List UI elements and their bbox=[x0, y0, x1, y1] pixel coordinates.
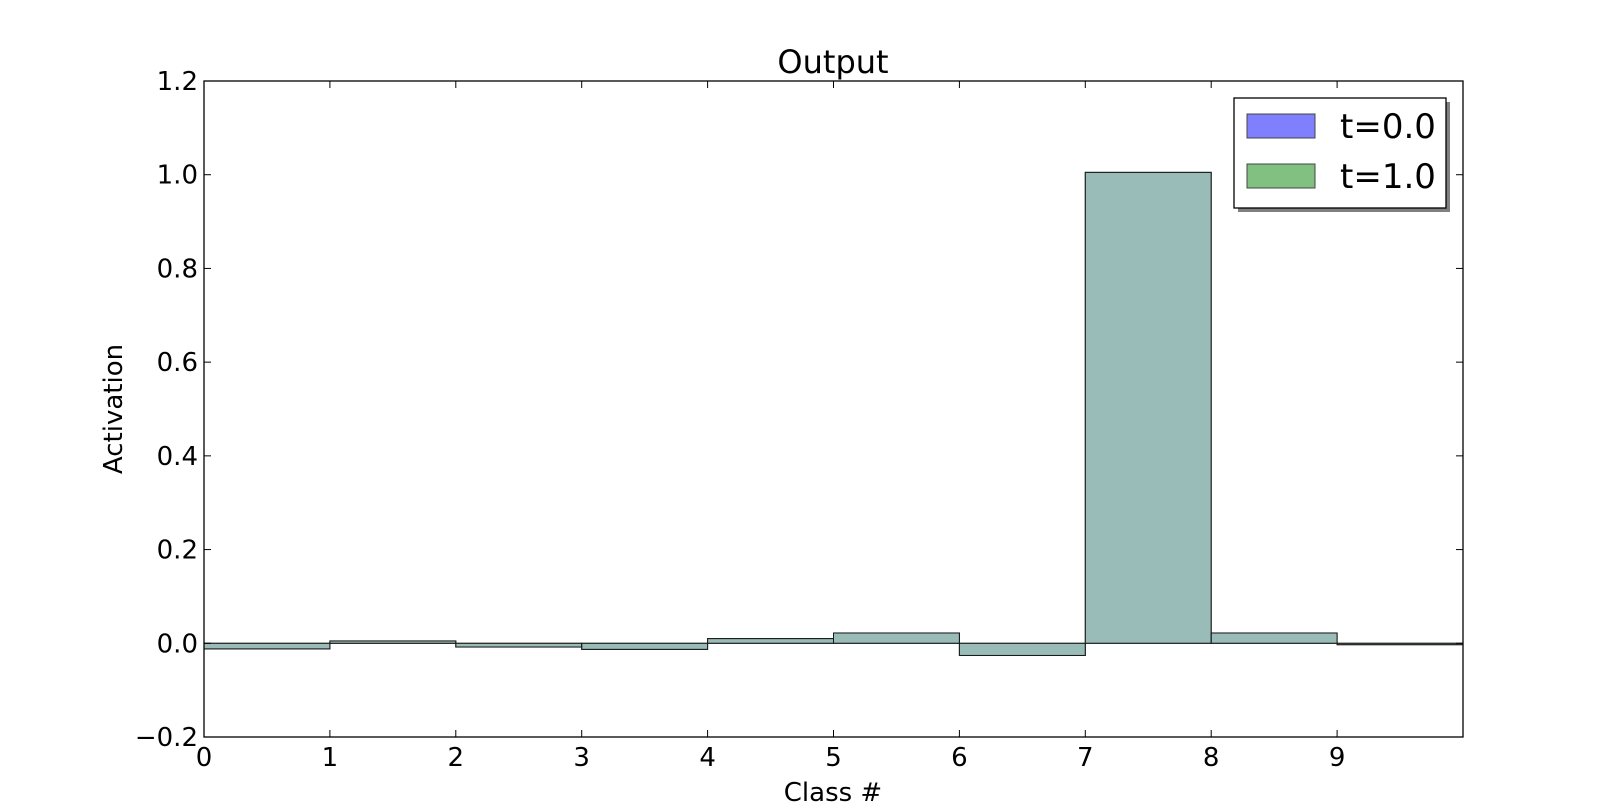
y-tick-label: 0.2 bbox=[157, 536, 198, 566]
bar-series-1-class-1 bbox=[329, 640, 457, 644]
y-tick-label: −0.2 bbox=[135, 723, 198, 753]
x-tick-label: 1 bbox=[322, 743, 339, 773]
x-tick-label: 4 bbox=[699, 743, 716, 773]
bars-layer bbox=[203, 171, 1464, 656]
y-tick-label: 0.4 bbox=[157, 442, 198, 472]
x-tick-label: 6 bbox=[951, 743, 968, 773]
bar-series-1-class-5 bbox=[833, 632, 960, 644]
bar-series-1-class-4 bbox=[707, 638, 834, 644]
chart-title: Output bbox=[777, 43, 888, 81]
bar-series-1-class-0 bbox=[203, 642, 331, 650]
y-tick-label: 1.0 bbox=[157, 161, 198, 191]
bar-series-1-class-8 bbox=[1210, 632, 1338, 644]
legend-label-t1: t=1.0 bbox=[1340, 157, 1436, 197]
x-tick-label: 7 bbox=[1077, 743, 1094, 773]
y-tick-label: 1.2 bbox=[157, 67, 198, 97]
y-tick-label: 0.8 bbox=[157, 254, 198, 284]
bar-series-1-class-6 bbox=[958, 642, 1086, 656]
y-axis-label: Activation bbox=[99, 344, 129, 474]
x-axis-label: Class # bbox=[784, 778, 882, 808]
legend-swatch-t1 bbox=[1246, 163, 1316, 189]
bar-series-1-class-3 bbox=[581, 642, 709, 650]
x-tick-label: 8 bbox=[1203, 743, 1220, 773]
legend-swatch-t0 bbox=[1246, 113, 1316, 139]
legend: t=0.0 t=1.0 bbox=[1233, 97, 1450, 212]
ticks-layer: 0 1 2 3 4 5 6 7 8 9 −0.2 0.0 0.2 0.4 0.6 0.8 1.0 1.2 bbox=[135, 67, 1463, 773]
bar-series-1-class-9 bbox=[1336, 642, 1464, 646]
x-tick-label: 0 bbox=[196, 743, 213, 773]
bar-series-1-class-7 bbox=[1084, 171, 1212, 644]
x-tick-label: 2 bbox=[448, 743, 465, 773]
bar-series-1-class-2 bbox=[455, 642, 583, 648]
y-tick-label: 0.0 bbox=[157, 629, 198, 659]
legend-label-t0: t=0.0 bbox=[1340, 107, 1436, 147]
x-tick-label: 9 bbox=[1329, 743, 1346, 773]
y-tick-label: 0.6 bbox=[157, 348, 198, 378]
x-tick-label: 5 bbox=[825, 743, 842, 773]
x-tick-label: 3 bbox=[573, 743, 590, 773]
